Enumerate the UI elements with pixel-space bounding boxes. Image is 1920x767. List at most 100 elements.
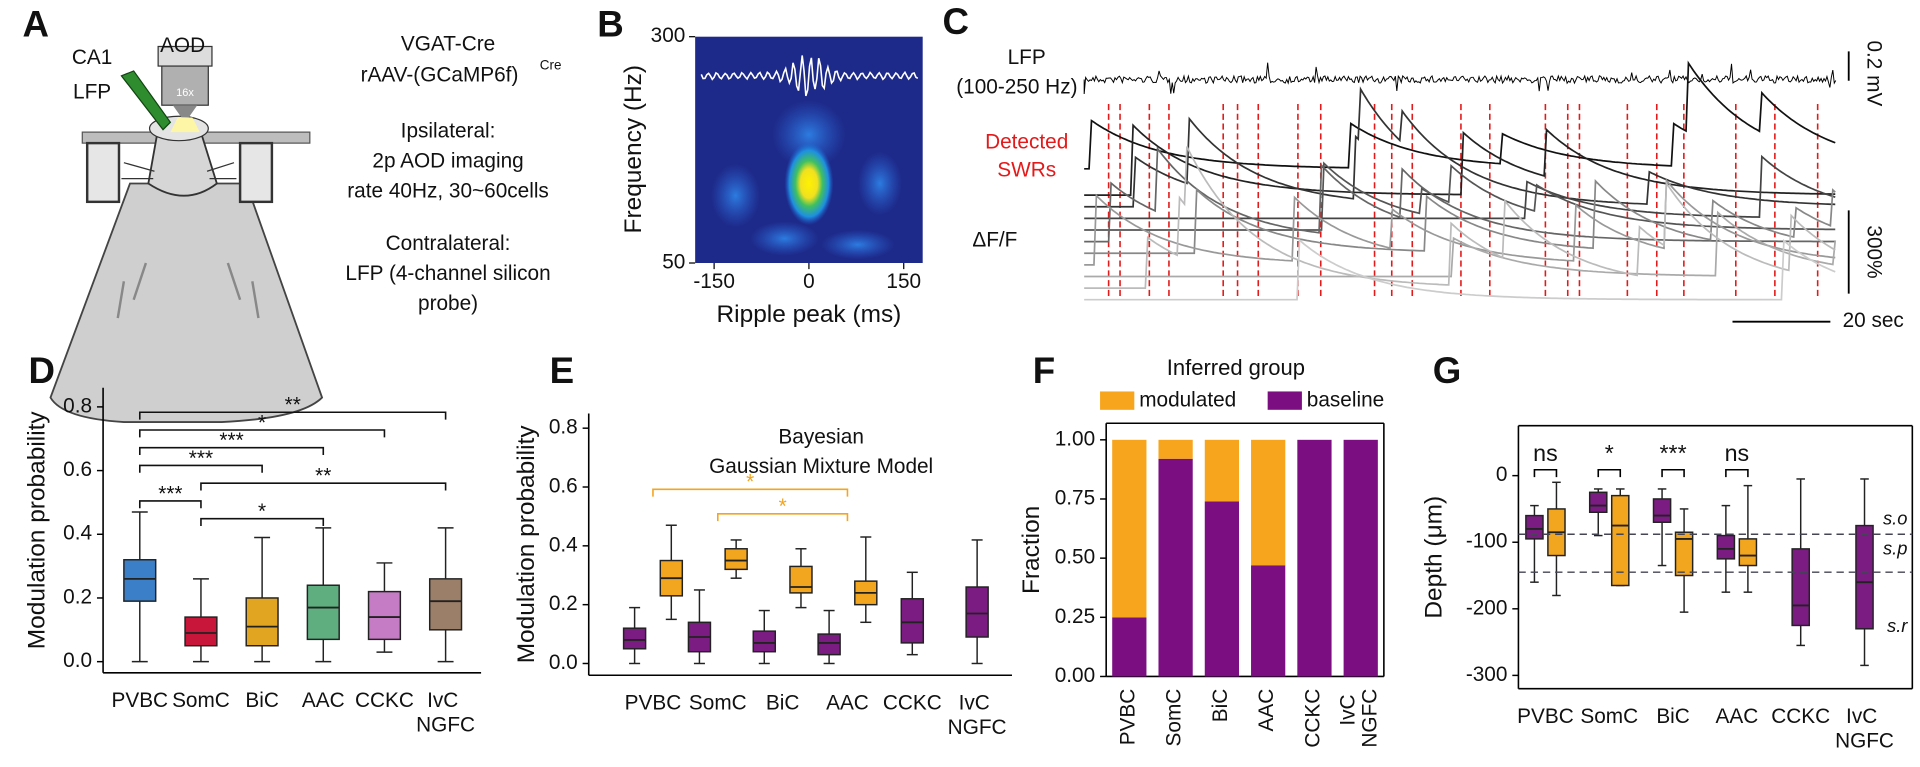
trace-scale: 300%	[1863, 225, 1886, 278]
x-tick-label: PVBC	[625, 692, 682, 715]
calcium-trace	[1084, 86, 1836, 208]
x-tick-label: IvC NGFC	[1835, 706, 1894, 753]
lfp-trace	[1083, 62, 1837, 94]
contralateral-text: Contralateral:	[386, 232, 511, 255]
significance-label: ***	[1660, 440, 1687, 466]
box	[789, 565, 813, 594]
y-tick-label: 300	[651, 24, 686, 47]
significance-bracket	[138, 464, 263, 473]
x-tick-label: PVBC	[111, 690, 168, 713]
legend-swatch	[1100, 391, 1135, 410]
significance-label: *	[746, 471, 754, 494]
box	[817, 633, 841, 656]
significance-bracket	[1533, 468, 1558, 478]
significance-label: ***	[189, 447, 213, 470]
significance-bracket	[200, 517, 325, 527]
x-tick-label: BiC	[245, 690, 279, 713]
significance-bracket	[1725, 468, 1749, 478]
y-axis-label: Frequency (Hz)	[620, 65, 647, 234]
virus-superscript: Cre	[540, 58, 562, 73]
box	[1525, 514, 1544, 540]
bar-segment	[1251, 439, 1286, 566]
probe-label: LFP	[73, 80, 111, 103]
chart-title: Bayesian	[778, 425, 864, 448]
significance-bracket	[138, 411, 447, 420]
panel-letter: B	[597, 4, 623, 45]
calcium-trace	[1084, 210, 1837, 278]
x-tick-label: AAC	[1256, 689, 1279, 732]
significance-label: *	[258, 411, 266, 434]
x-tick-label: -150	[693, 270, 735, 293]
y-tick-label: 0.8	[63, 394, 92, 417]
box	[1716, 534, 1736, 560]
significance-label: *	[1605, 440, 1614, 466]
bar-segment	[1251, 565, 1286, 677]
magnification: 16x	[176, 87, 194, 99]
box	[123, 559, 157, 602]
swr-label: SWRs	[997, 159, 1056, 182]
box	[1652, 498, 1672, 523]
box	[367, 590, 402, 641]
significance-bracket	[1661, 468, 1685, 478]
lfp-label: LFP	[1008, 46, 1046, 69]
significance-label: *	[258, 500, 266, 523]
y-axis-label: Fraction	[1018, 506, 1045, 594]
bar-segment	[1297, 439, 1332, 677]
bar-segment	[1204, 501, 1240, 677]
significance-bracket	[138, 500, 202, 509]
box	[245, 597, 279, 647]
ripple-trace	[700, 55, 919, 97]
box	[306, 584, 340, 641]
x-tick-label: 150	[886, 270, 921, 293]
virus: rAAV-(GCaMP6f)	[361, 63, 519, 86]
significance-bracket	[138, 429, 386, 438]
genotype: VGAT-Cre	[401, 33, 495, 56]
calcium-trace	[1084, 146, 1836, 289]
y-tick-label: 0.75	[1055, 486, 1095, 509]
x-tick-label: AAC	[826, 692, 869, 715]
box	[1674, 531, 1694, 577]
swr-label: Detected	[985, 131, 1068, 154]
x-tick-label: CCKC	[1302, 689, 1325, 748]
x-tick-label: IvC NGFC	[948, 692, 1007, 739]
mouse-schematic	[49, 45, 324, 423]
legend-label: modulated	[1139, 389, 1236, 412]
significance-bracket	[716, 512, 849, 522]
significance-label: *	[779, 495, 787, 518]
panel-letter: C	[942, 1, 969, 42]
bar-segment	[1204, 439, 1240, 502]
significance-label: **	[285, 394, 301, 417]
panel-letter: G	[1433, 350, 1462, 391]
significance-bracket	[1597, 468, 1622, 478]
y-tick-label: 0.6	[63, 458, 92, 481]
box	[1791, 548, 1810, 627]
x-tick-label: PVBC	[1117, 689, 1140, 746]
probe-label: CA1	[72, 46, 112, 69]
x-tick-label: 0	[803, 270, 815, 293]
layer-label: s.r	[1887, 615, 1908, 636]
calcium-trace	[1084, 178, 1836, 266]
x-tick-label: AAC	[302, 690, 345, 713]
contralateral-text: probe)	[418, 292, 478, 315]
box	[184, 616, 218, 647]
y-axis-label: Depth (μm)	[1421, 496, 1448, 619]
bar-segment	[1343, 439, 1378, 677]
significance-label: **	[315, 465, 331, 488]
legend-swatch	[1267, 391, 1302, 410]
y-axis-label: Modulation probability	[24, 411, 51, 650]
significance-label: ns	[1725, 440, 1750, 466]
panel-letter: F	[1033, 350, 1055, 391]
x-tick-label: BiC	[1209, 689, 1232, 723]
calcium-trace	[1084, 161, 1836, 231]
y-tick-label: 0.0	[63, 649, 92, 672]
box	[1588, 491, 1608, 513]
y-tick-label: 0.0	[549, 651, 578, 674]
x-tick-label: CCKC	[355, 690, 414, 713]
box	[1855, 524, 1874, 630]
lfp-label: (100-250 Hz)	[956, 76, 1077, 99]
objective-label: AOD	[160, 34, 205, 57]
box	[965, 586, 989, 638]
significance-label: ns	[1533, 440, 1558, 466]
box	[724, 548, 748, 571]
